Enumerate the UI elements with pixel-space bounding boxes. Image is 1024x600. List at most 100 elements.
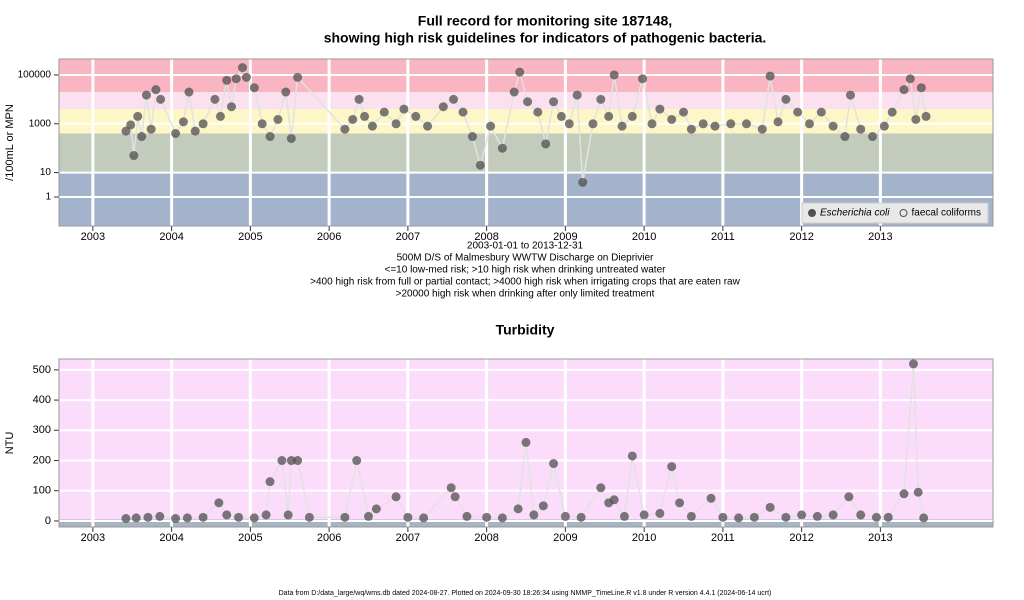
data-point (686, 124, 696, 134)
data-point (609, 495, 619, 505)
data-point (908, 359, 918, 369)
data-point (458, 107, 468, 117)
data-point (131, 513, 141, 523)
data-point (845, 90, 855, 100)
data-point (887, 107, 897, 117)
data-point (265, 477, 275, 487)
data-point (529, 510, 539, 520)
y-tick-label: 500 (33, 364, 51, 376)
data-point (367, 121, 377, 131)
x-tick-label: 2010 (632, 231, 656, 243)
data-point (450, 492, 460, 502)
data-point (141, 90, 151, 100)
data-point (913, 487, 923, 497)
chart-title: Turbidity (496, 322, 555, 338)
data-point (121, 126, 131, 136)
data-point (190, 126, 200, 136)
data-point (706, 493, 716, 503)
data-point (352, 456, 362, 466)
x-tick-label: 2008 (474, 532, 498, 544)
legend-marker (808, 209, 816, 217)
data-point (222, 510, 232, 520)
data-point (609, 70, 619, 80)
y-tick-label: 10 (40, 167, 52, 178)
data-point (667, 462, 677, 472)
data-point (627, 111, 637, 121)
data-point (198, 512, 208, 522)
data-point (828, 510, 838, 520)
data-point (588, 119, 598, 129)
data-point (773, 117, 783, 127)
data-point (391, 492, 401, 502)
data-point (283, 510, 293, 520)
data-point (541, 139, 551, 149)
data-point (281, 87, 291, 97)
data-point (231, 74, 241, 84)
data-point (354, 94, 364, 104)
data-point (371, 504, 381, 514)
data-point (655, 508, 665, 518)
data-point (675, 498, 685, 508)
risk-band (59, 519, 993, 527)
chart-title: Full record for monitoring site 187148, (418, 13, 672, 29)
y-axis-label: NTU (4, 432, 16, 455)
data-point (638, 74, 648, 84)
data-point (273, 114, 283, 124)
data-point (515, 67, 525, 77)
data-point (844, 492, 854, 502)
x-tick-label: 2003 (81, 231, 105, 243)
legend-box (801, 202, 989, 224)
data-point (391, 119, 401, 129)
data-point (655, 104, 665, 114)
y-tick-label: 1000 (29, 118, 52, 129)
x-tick-label: 2004 (159, 532, 183, 544)
x-tick-label: 2012 (789, 231, 813, 243)
data-point (182, 513, 192, 523)
data-point (868, 132, 878, 142)
data-point (234, 512, 244, 522)
y-tick-label: 400 (33, 394, 51, 406)
risk-band (59, 133, 993, 173)
data-point (667, 114, 677, 124)
data-point (237, 63, 247, 73)
data-point (619, 511, 629, 521)
data-point (698, 119, 708, 129)
data-point (549, 459, 559, 469)
data-point (293, 72, 303, 82)
data-point (919, 513, 929, 523)
y-tick-label: 0 (45, 515, 51, 527)
data-point (286, 133, 296, 143)
data-point (340, 512, 350, 522)
data-point (226, 102, 236, 112)
data-point (277, 456, 287, 466)
data-point (549, 97, 559, 107)
data-point (419, 513, 429, 523)
data-point (171, 128, 181, 138)
data-point (856, 510, 866, 520)
footer: Data from D:/data_large/wq/wms.db dated … (279, 590, 772, 597)
data-point (617, 121, 627, 131)
y-tick-label: 200 (33, 454, 51, 466)
data-point (816, 107, 826, 117)
data-point (462, 511, 472, 521)
data-point (210, 94, 220, 104)
data-point (805, 119, 815, 129)
data-point (647, 119, 657, 129)
data-point (596, 94, 606, 104)
data-point (215, 111, 225, 121)
x-tick-label: 2009 (553, 532, 577, 544)
data-point (781, 512, 791, 522)
data-point (363, 511, 373, 521)
x-tick-label: 2005 (238, 532, 262, 544)
x-tick-label: 2008 (474, 231, 498, 243)
data-point (340, 124, 350, 134)
data-point (679, 107, 689, 117)
x-tick-label: 2013 (868, 231, 892, 243)
data-point (793, 107, 803, 117)
chart-title: showing high risk guidelines for indicat… (324, 30, 767, 46)
data-point (533, 107, 543, 117)
data-point (129, 151, 139, 161)
x-tick-label: 2011 (711, 532, 735, 544)
data-point (596, 483, 606, 493)
